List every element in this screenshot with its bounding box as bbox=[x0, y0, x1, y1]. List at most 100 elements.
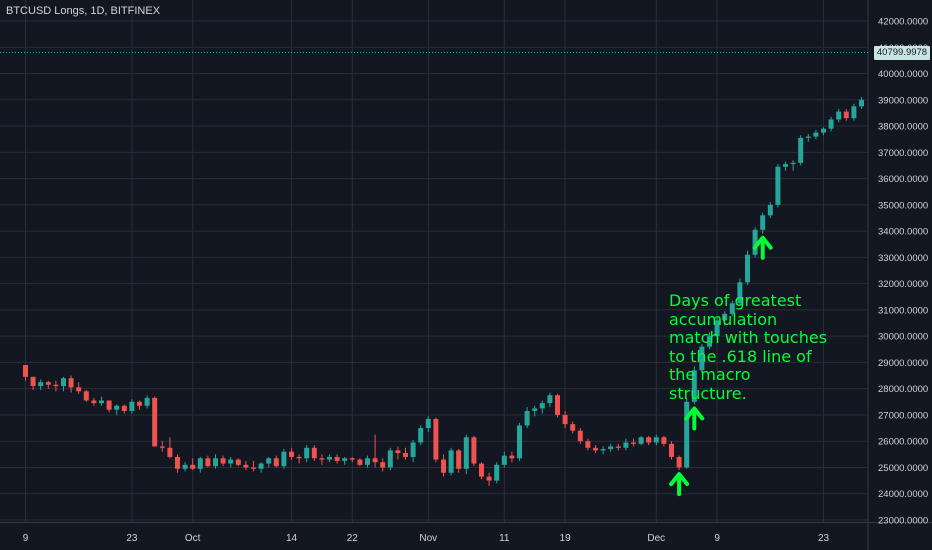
candle-down bbox=[349, 456, 355, 463]
y-tick-label: 24000.0000 bbox=[878, 489, 928, 500]
candle-down bbox=[273, 455, 279, 468]
candle-body bbox=[159, 446, 165, 448]
candle-down bbox=[380, 458, 386, 472]
candle-up bbox=[722, 311, 728, 326]
candle-down bbox=[311, 445, 317, 461]
candle-body bbox=[266, 458, 272, 464]
candle-body bbox=[509, 455, 515, 459]
candle-up bbox=[745, 250, 750, 285]
candle-body bbox=[410, 442, 416, 457]
candle-up bbox=[760, 212, 766, 234]
candle-body bbox=[805, 136, 811, 138]
time-axis[interactable]: 9 23 Oct 14 22 Nov 11 19 Dec 9 23 bbox=[23, 533, 830, 544]
candle-body bbox=[813, 132, 819, 137]
candle-body bbox=[684, 401, 690, 468]
annotation-line: accumulation bbox=[669, 309, 778, 329]
candle-body bbox=[380, 462, 386, 468]
candle-body bbox=[593, 447, 598, 451]
candle-down bbox=[471, 435, 477, 467]
candle-body bbox=[494, 464, 500, 481]
candle-body bbox=[296, 456, 302, 459]
candle-body bbox=[615, 446, 621, 448]
candle-up bbox=[38, 379, 44, 390]
candle-body bbox=[737, 282, 743, 304]
candle-up bbox=[775, 164, 781, 208]
candle-body bbox=[45, 382, 51, 385]
candle-down bbox=[372, 434, 378, 468]
candle-body bbox=[843, 111, 849, 119]
candle-down bbox=[509, 451, 515, 463]
candle-down bbox=[319, 454, 325, 465]
candle-up bbox=[539, 400, 545, 414]
candle-body bbox=[775, 166, 781, 205]
chart-title: BTCUSD Longs, 1D, BITFINEX bbox=[6, 5, 161, 17]
candle-down bbox=[570, 421, 576, 434]
price-axis[interactable]: 23000.0000 24000.0000 25000.0000 26000.0000… bbox=[878, 17, 928, 527]
candle-body bbox=[121, 405, 127, 412]
candle-down bbox=[357, 458, 363, 467]
candle-body bbox=[129, 401, 135, 412]
candle-up bbox=[304, 445, 310, 463]
candle-down bbox=[220, 455, 226, 467]
last-price-label: 40799.9978 bbox=[874, 45, 930, 60]
candle-body bbox=[251, 467, 256, 469]
candle-down bbox=[121, 404, 127, 414]
x-tick-label: 22 bbox=[347, 533, 359, 544]
x-tick-label: 9 bbox=[23, 533, 29, 544]
candle-down bbox=[676, 455, 682, 471]
candle-body bbox=[91, 400, 97, 404]
candle-body bbox=[691, 370, 697, 402]
up-arrow-icon bbox=[669, 472, 690, 497]
candle-down bbox=[661, 435, 667, 447]
x-tick-label: 9 bbox=[714, 533, 720, 544]
candle-down bbox=[91, 397, 97, 406]
candle-up bbox=[828, 116, 834, 132]
candle-down bbox=[30, 376, 36, 390]
candle-up bbox=[638, 435, 644, 446]
candle-down bbox=[403, 447, 408, 460]
candle-down bbox=[577, 428, 583, 444]
y-tick-label: 42000.0000 bbox=[878, 17, 928, 28]
candle-up bbox=[463, 434, 469, 475]
candle-down bbox=[289, 447, 294, 460]
candle-body bbox=[114, 405, 120, 410]
candle-up bbox=[623, 438, 629, 451]
x-tick-label: Nov bbox=[419, 533, 437, 544]
x-tick-label: Oct bbox=[185, 533, 201, 544]
candle-down bbox=[137, 400, 142, 410]
candle-body bbox=[532, 408, 538, 412]
candle-body bbox=[68, 378, 74, 388]
candle-body bbox=[349, 458, 355, 460]
candle-up bbox=[182, 462, 188, 472]
candle-body bbox=[836, 111, 842, 120]
candle-body bbox=[23, 365, 28, 377]
candle-down bbox=[175, 454, 180, 473]
candle-down bbox=[235, 458, 241, 467]
candle-up bbox=[410, 439, 416, 463]
candle-body bbox=[798, 137, 804, 163]
candle-up bbox=[342, 456, 348, 465]
candle-body bbox=[570, 424, 576, 431]
candle-up bbox=[61, 376, 66, 392]
annotation-arrows bbox=[669, 235, 773, 497]
y-tick-label: 38000.0000 bbox=[878, 122, 928, 133]
candle-up bbox=[729, 300, 735, 317]
candle-down bbox=[76, 382, 82, 394]
candle-down bbox=[843, 108, 849, 121]
candle-up bbox=[752, 227, 758, 258]
candle-up bbox=[805, 133, 811, 142]
candle-body bbox=[555, 395, 560, 415]
candle-body bbox=[365, 458, 370, 465]
candle-up bbox=[836, 108, 842, 123]
candle-body bbox=[821, 128, 826, 133]
candle-up bbox=[494, 462, 500, 484]
up-arrow-icon bbox=[752, 235, 773, 260]
candle-body bbox=[669, 443, 674, 457]
candle-body bbox=[289, 451, 294, 457]
candle-body bbox=[372, 458, 378, 463]
candle-up bbox=[213, 454, 218, 469]
candle-body bbox=[61, 378, 66, 387]
candle-body bbox=[600, 449, 606, 451]
candle-body bbox=[562, 414, 568, 425]
candle-up bbox=[547, 392, 553, 408]
